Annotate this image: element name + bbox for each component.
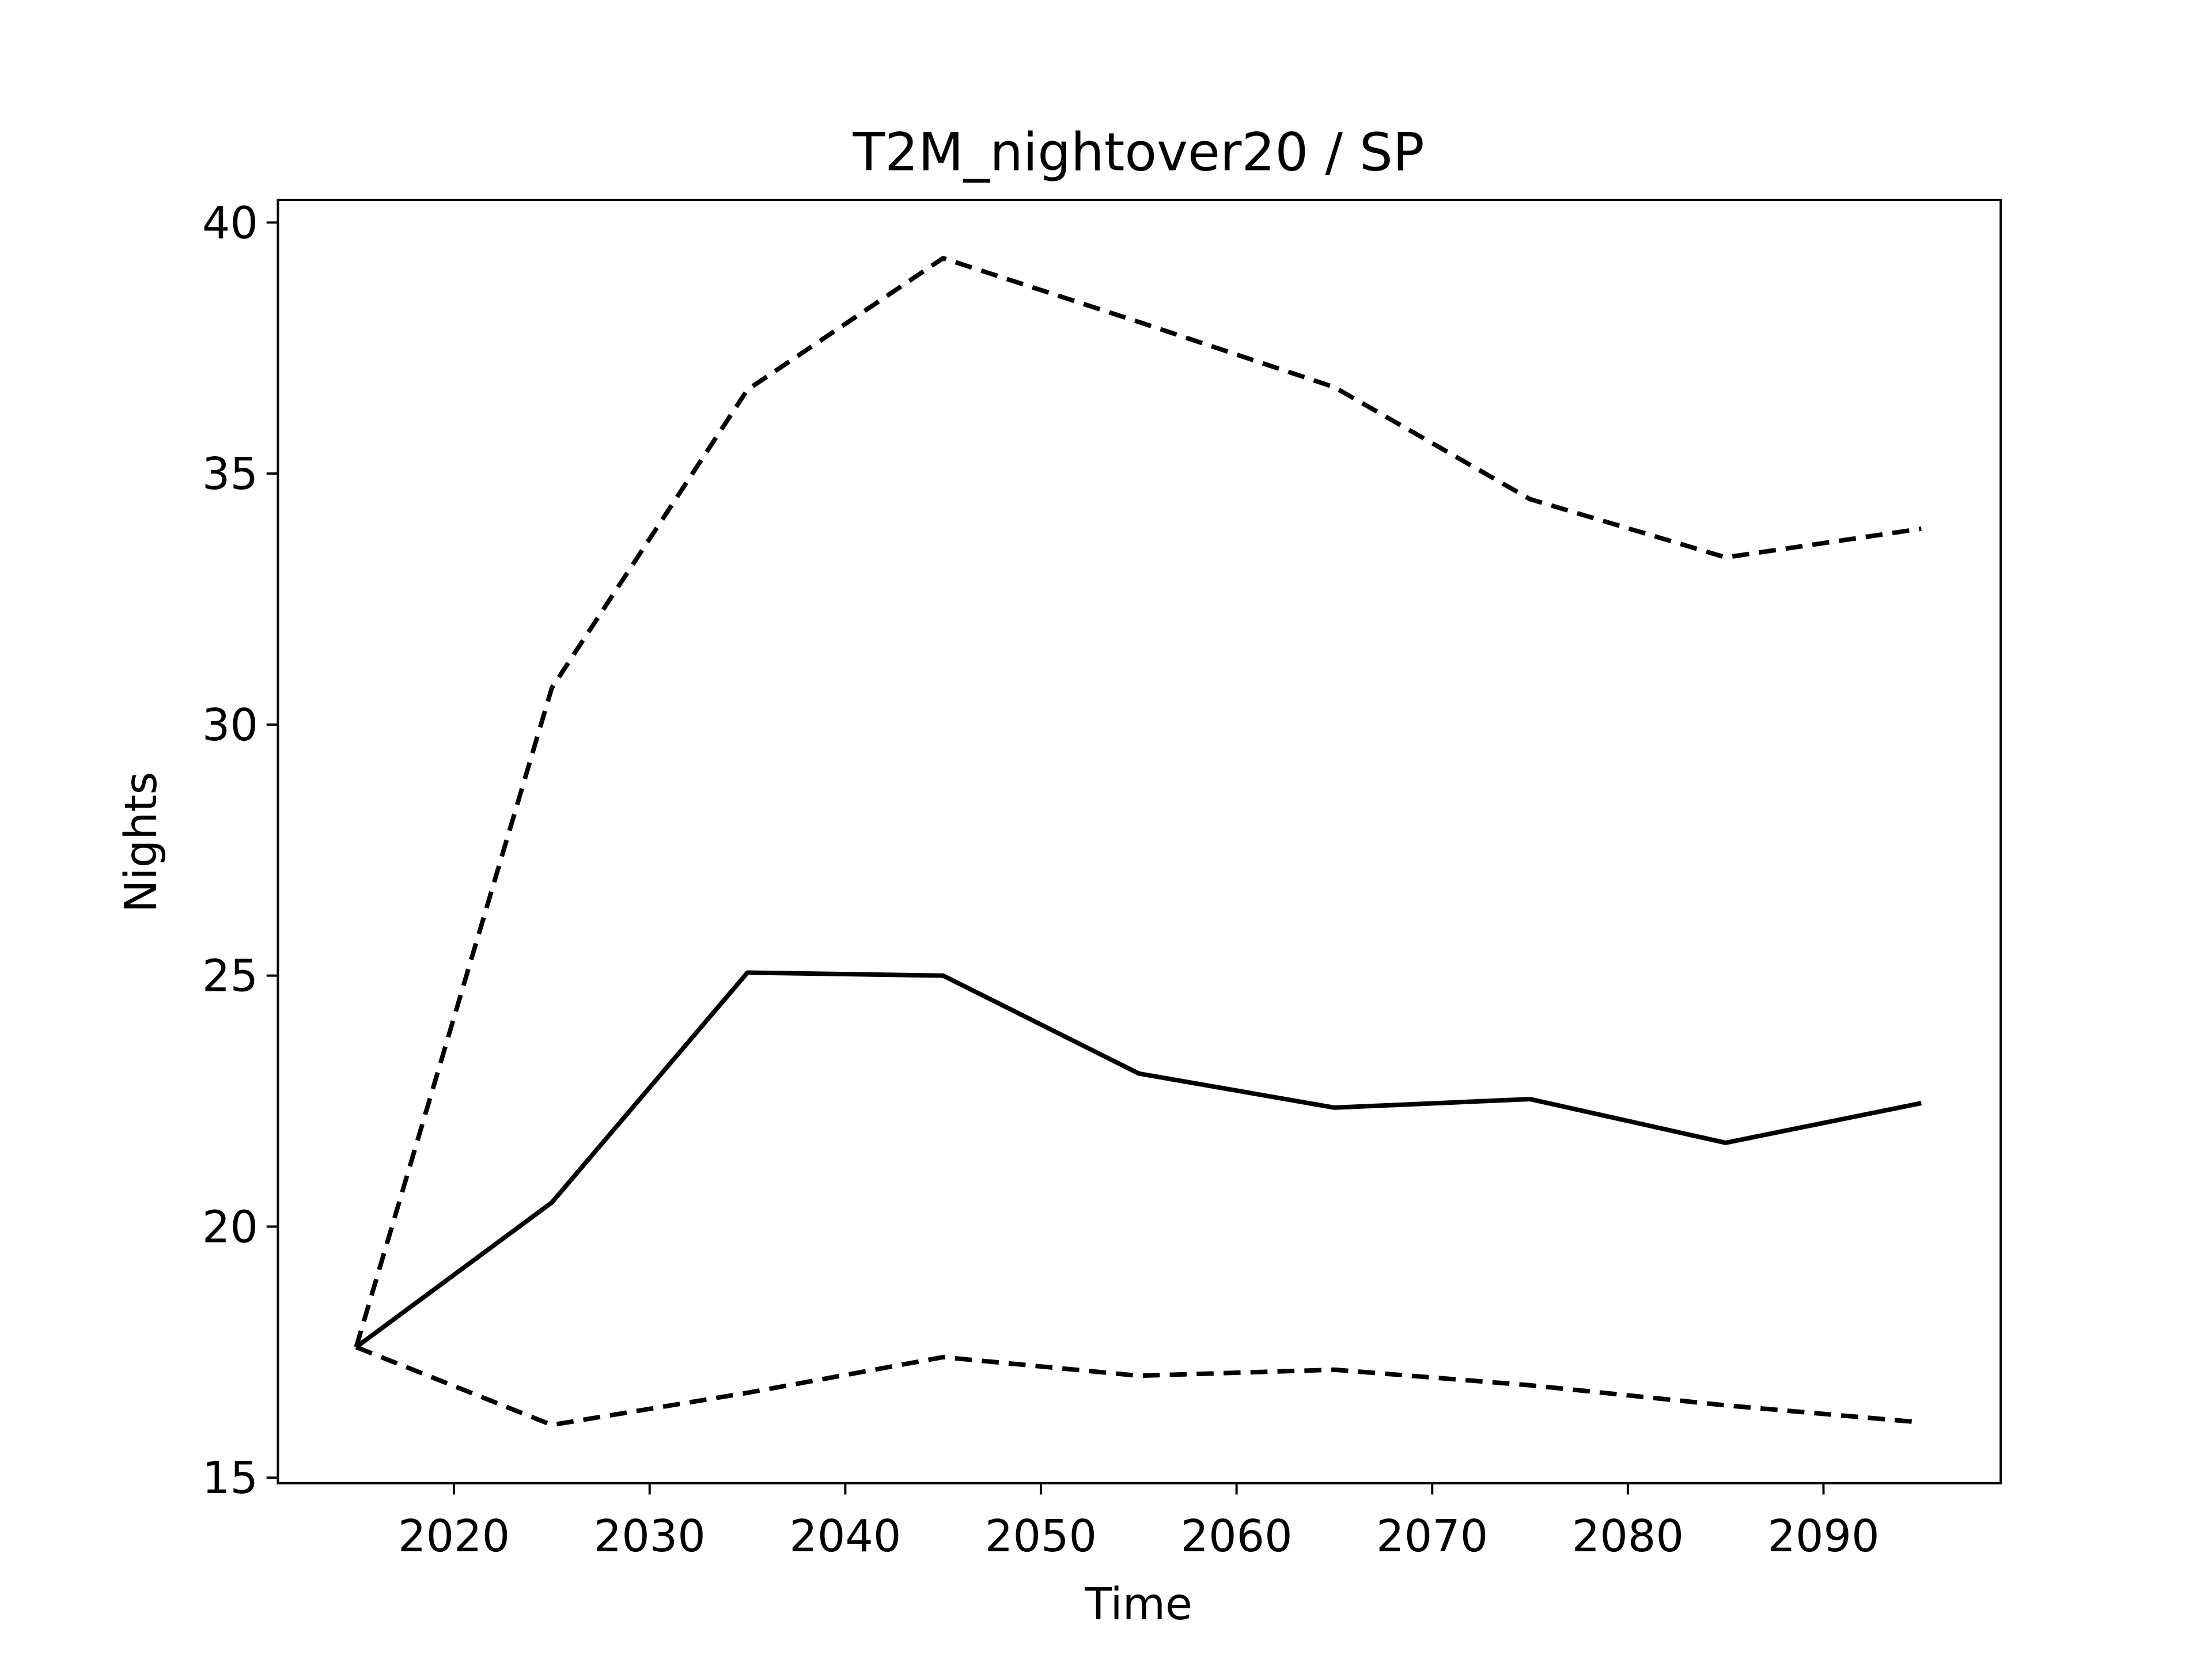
line-series [355,1344,1922,1427]
plot-frame [276,199,2002,1484]
y-tick-label: 20 [202,1201,258,1252]
x-tick-label: 2060 [1181,1510,1293,1562]
line-series [354,256,1922,1348]
x-tick-label: 2050 [985,1510,1097,1562]
x-tick-label: 2040 [789,1510,901,1562]
y-tick-label: 15 [202,1452,258,1503]
x-tick-label: 2020 [398,1510,510,1562]
y-tick-label: 40 [202,197,258,248]
chart-title: T2M_nightover20 / SP [853,122,1425,183]
x-tick-label: 2080 [1572,1510,1684,1562]
x-tick-label: 2070 [1376,1510,1488,1562]
y-axis-label: Nights [115,772,166,913]
line-series [354,970,1922,1349]
x-tick-label: 2030 [594,1510,706,1562]
x-axis-label: Time [1084,1578,1192,1630]
y-tick-label: 35 [202,448,258,499]
x-tick-label: 2090 [1767,1510,1879,1562]
y-tick-label: 30 [202,699,258,751]
y-tick-label: 25 [202,950,258,1002]
